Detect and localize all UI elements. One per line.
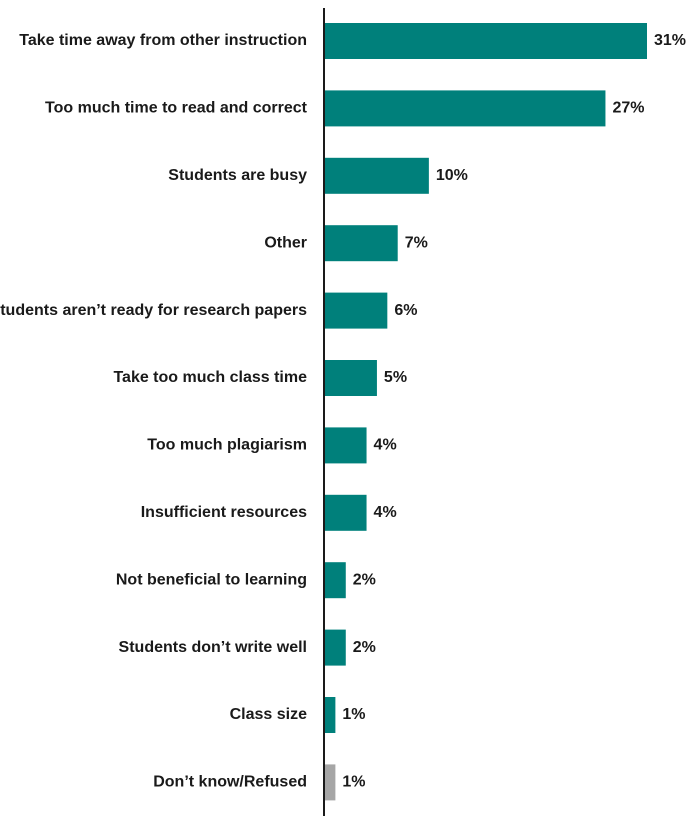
bar — [325, 697, 336, 733]
bar — [325, 23, 647, 59]
bars — [325, 23, 647, 801]
bar — [325, 292, 388, 329]
bar — [325, 360, 377, 396]
category-label: Students are busy — [168, 167, 307, 184]
data-label: 4% — [374, 504, 397, 521]
data-label: 10% — [436, 167, 468, 184]
bar — [325, 764, 336, 801]
category-label: Take time away from other instruction — [19, 32, 307, 49]
category-label: Class size — [230, 706, 307, 723]
data-label: 4% — [374, 437, 397, 454]
data-label: 1% — [342, 774, 365, 791]
bar — [325, 427, 367, 464]
data-label: 1% — [342, 706, 365, 723]
bar — [325, 225, 398, 262]
data-label: 27% — [612, 100, 644, 117]
category-labels: Take time away from other instruction Too… — [0, 32, 308, 790]
value-labels: 31% 27% 10% 7% 6% 5% 4% 4% 2% 2% 1% 1% — [342, 32, 686, 790]
category-label: Insufficient resources — [141, 504, 307, 521]
data-label: 31% — [654, 32, 686, 49]
category-label: Students aren’t ready for research paper… — [0, 302, 307, 319]
category-label: Too much time to read and correct — [45, 100, 308, 117]
category-label: Students don’t write well — [119, 639, 307, 656]
bar — [325, 90, 606, 127]
bar — [325, 562, 346, 599]
category-label: Don’t know/Refused — [153, 774, 307, 791]
data-label: 5% — [384, 369, 407, 386]
data-label: 7% — [405, 234, 428, 251]
category-label: Too much plagiarism — [147, 437, 307, 454]
bar — [325, 629, 346, 666]
data-label: 2% — [353, 639, 376, 656]
data-label: 6% — [394, 302, 417, 319]
bar — [325, 494, 367, 531]
category-label: Other — [264, 234, 307, 251]
category-label: Take too much class time — [113, 369, 307, 386]
data-label: 2% — [353, 571, 376, 588]
bar — [325, 157, 429, 194]
category-label: Not beneficial to learning — [116, 571, 307, 588]
